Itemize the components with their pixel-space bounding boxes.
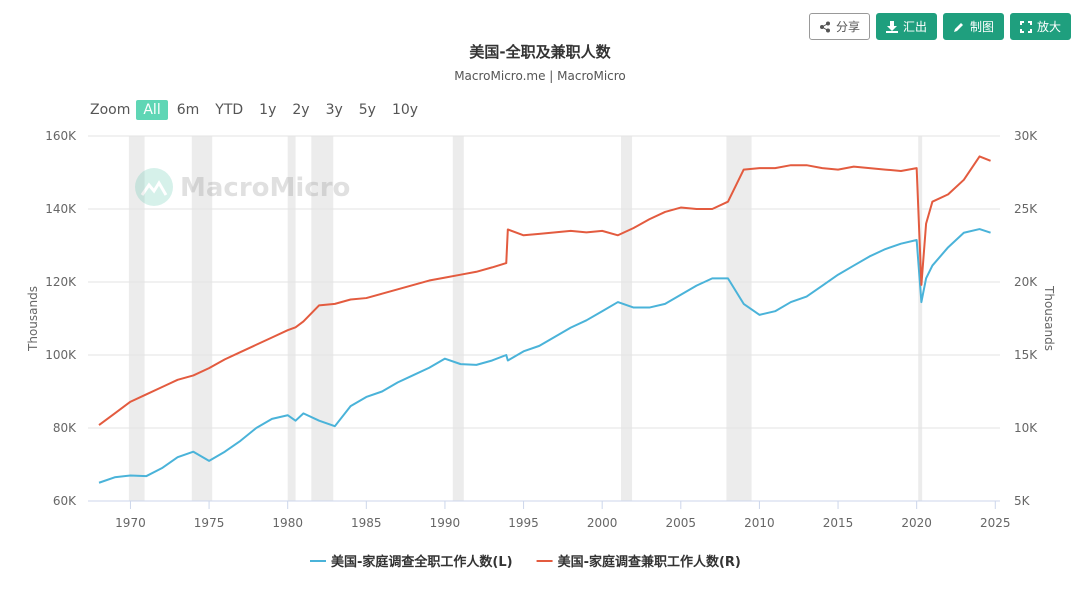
x-tick-label: 2025 <box>980 516 1011 530</box>
draw-button[interactable]: 制图 <box>942 13 1004 40</box>
share-button[interactable]: 分享 <box>808 13 870 40</box>
toolbar: 分享 汇出 制图 放大 <box>808 13 1071 40</box>
zoom-option[interactable]: 6m <box>176 102 200 118</box>
pencil-icon <box>953 22 963 32</box>
zoom-option[interactable]: All <box>136 100 168 120</box>
shaded-period <box>287 136 296 501</box>
x-tick-label: 2010 <box>744 516 775 530</box>
shaded-period <box>918 136 923 501</box>
download-icon <box>885 20 898 33</box>
series-line <box>98 228 991 484</box>
x-tick-label: 1975 <box>194 516 225 530</box>
x-tick-label: 2020 <box>901 516 932 530</box>
watermark: MacroMicro <box>135 168 350 206</box>
x-tick-label: 1990 <box>430 516 461 530</box>
export-button[interactable]: 汇出 <box>875 13 937 40</box>
y2-tick-label: 20K <box>1014 275 1038 289</box>
shaded-period <box>452 136 464 501</box>
y-tick-label: 140K <box>45 202 77 216</box>
watermark-text: MacroMicro <box>180 173 350 203</box>
legend-label: 美国-家庭调查兼职工作人数(R) <box>558 554 741 570</box>
legend-label: 美国-家庭调查全职工作人数(L) <box>331 554 513 570</box>
shaded-period <box>311 136 334 501</box>
button-label: 分享 <box>835 20 860 34</box>
watermark-logo <box>135 168 173 206</box>
x-tick-label: 1970 <box>115 516 146 530</box>
zoom-option[interactable]: 10y <box>391 102 419 118</box>
x-tick-label: 1980 <box>272 516 303 530</box>
zoom-option[interactable]: 5y <box>358 102 376 118</box>
shaded-period <box>128 136 145 501</box>
y2-tick-label: 25K <box>1014 202 1038 216</box>
zoom-bar: Zoom All 6m YTD 1y 2y 3y 5y 10y <box>90 100 425 120</box>
x-tick-label: 1995 <box>508 516 539 530</box>
chart-subtitle: MacroMicro.me | MacroMicro <box>454 69 626 83</box>
y2-tick-label: 15K <box>1014 348 1038 362</box>
watermark-logo-mark <box>140 180 168 196</box>
zoom-option[interactable]: 3y <box>325 102 343 118</box>
chart-title: 美国-全职及兼职人数 <box>469 43 611 61</box>
fullscreen-button[interactable]: 放大 <box>1009 13 1071 40</box>
shaded-period <box>621 136 633 501</box>
share-icon <box>819 21 830 32</box>
plot-background <box>88 135 1000 502</box>
legend: 美国-家庭调查全职工作人数(L) 美国-家庭调查兼职工作人数(R) <box>310 554 741 570</box>
series-line <box>98 155 991 426</box>
x-tick-label: 2000 <box>587 516 618 530</box>
y2-tick-label: 30K <box>1014 129 1038 143</box>
zoom-option[interactable]: YTD <box>215 102 244 118</box>
zoom-option[interactable]: 2y <box>292 102 310 118</box>
button-label: 制图 <box>969 20 994 34</box>
x-tick-label: 2005 <box>666 516 697 530</box>
expand-icon <box>1019 20 1032 33</box>
y2-tick-label: 5K <box>1014 494 1031 508</box>
y-tick-label: 60K <box>53 494 77 508</box>
shaded-period <box>726 136 752 501</box>
y2-axis-title: Thousands <box>1042 285 1056 351</box>
button-label: 汇出 <box>902 20 927 34</box>
y2-tick-label: 10K <box>1014 421 1038 435</box>
y-tick-label: 120K <box>45 275 77 289</box>
shaded-period <box>191 136 213 501</box>
zoom-option[interactable]: 1y <box>259 102 277 118</box>
zoom-label: Zoom <box>90 102 131 118</box>
x-tick-label: 1985 <box>351 516 382 530</box>
y-tick-label: 160K <box>45 129 77 143</box>
button-label: 放大 <box>1036 20 1061 34</box>
y-axis-title: Thousands <box>26 286 40 352</box>
y-tick-label: 80K <box>53 421 77 435</box>
y-tick-label: 100K <box>45 348 77 362</box>
x-tick-label: 2015 <box>823 516 854 530</box>
